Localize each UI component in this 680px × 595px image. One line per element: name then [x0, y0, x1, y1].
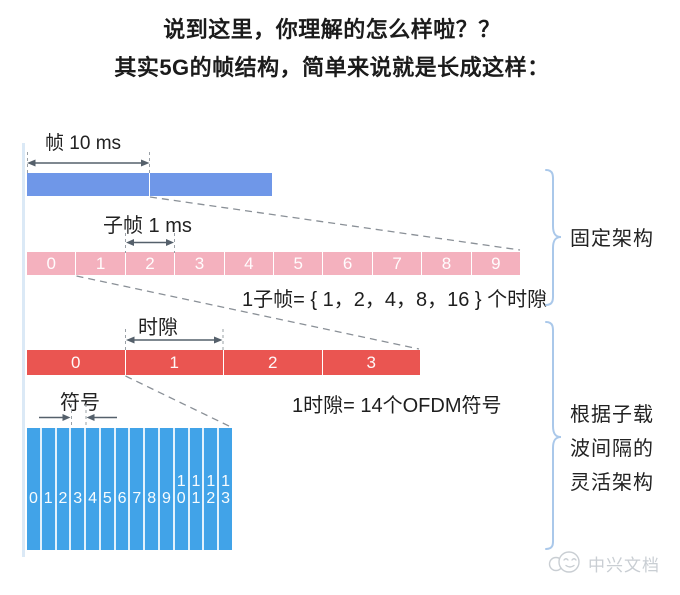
subframe-equation: 1子帧= { 1，2，4，8，16 } 个时隙	[242, 289, 548, 311]
subframe-segment-8: 8	[421, 252, 471, 275]
symbol-segment-1: 1	[39, 428, 55, 550]
subframe-segment-0: 0	[27, 252, 76, 275]
subframe-duration-label: 子帧 1 ms	[103, 215, 192, 237]
symbol-segment-6: 6	[113, 428, 129, 550]
symbol-segment-7: 7	[128, 428, 144, 550]
slot-segment-1: 1	[124, 350, 223, 375]
flexible-architecture-line-1: 根据子载	[570, 404, 654, 426]
slot-segment-3: 3	[321, 350, 420, 375]
smiley-chat-bubble-icon	[548, 551, 580, 573]
frame-segment	[149, 173, 272, 196]
symbol-segment-3: 3	[69, 428, 85, 550]
symbol-label: 符号	[60, 392, 100, 414]
frame-duration-label: 帧 10 ms	[45, 133, 122, 154]
subframe-segment-4: 4	[223, 252, 274, 275]
symbol-segment-9: 9	[158, 428, 173, 550]
watermark-text: 中兴文档	[588, 555, 660, 575]
subframe-segment-2: 2	[124, 252, 175, 275]
symbol-segment-5: 5	[98, 428, 114, 550]
subframe-segment-7: 7	[371, 252, 422, 275]
symbol-segment-4: 4	[84, 428, 99, 550]
frame-bar	[27, 173, 272, 196]
slot-segment-2: 2	[223, 350, 322, 375]
subframe-segment-6: 6	[322, 252, 372, 275]
flexible-architecture-line-2: 波间隔的	[570, 438, 654, 460]
slot-equation: 1时隙= 14个OFDM符号	[292, 395, 502, 417]
left-guide-line	[22, 143, 25, 557]
symbol-segment-8: 8	[143, 428, 159, 550]
frame-segment	[27, 173, 149, 196]
subframe-segment-1: 1	[75, 252, 125, 275]
subframe-segment-3: 3	[174, 252, 224, 275]
title-line-1: 说到这里，你理解的怎么样啦？？	[163, 17, 501, 42]
symbol-segment-0: 0	[27, 428, 40, 550]
symbol-segment-2: 2	[54, 428, 70, 550]
fixed-architecture-label: 固定架构	[570, 228, 654, 250]
subframe-segment-5: 5	[273, 252, 323, 275]
slot-segment-0: 0	[27, 350, 125, 375]
flexible-architecture-brace	[545, 321, 562, 550]
subframe-segment-9: 9	[470, 252, 521, 275]
fixed-architecture-brace	[545, 169, 562, 306]
flexible-architecture-label: 根据子载 波间隔的 灵活架构	[570, 398, 654, 500]
frame-measure-arrow	[27, 152, 150, 173]
watermark: 中兴文档	[546, 550, 660, 576]
title-line-2: 其实5G的帧结构，简单来说就是长成这样：	[114, 55, 550, 80]
slot-label: 时隙	[138, 317, 178, 339]
zoom-connector-frame-to-subframe	[149, 196, 521, 251]
zoom-connector-slot-to-symbol	[125, 375, 232, 428]
flexible-architecture-line-3: 灵活架构	[570, 472, 654, 494]
